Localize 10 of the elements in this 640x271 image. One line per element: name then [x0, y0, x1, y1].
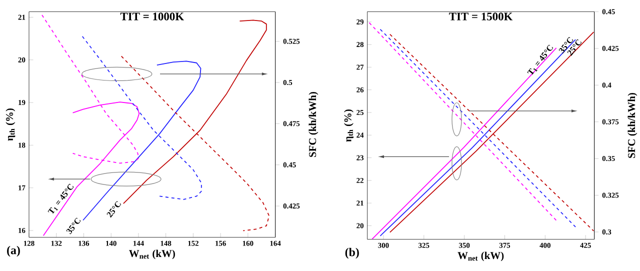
y2-axis-title: SFC (kh/kWh) [628, 92, 638, 158]
text: (b) [345, 248, 359, 259]
y-axis-title: η$_{th}$ (%) [344, 109, 354, 142]
x-axis-title: W$_{net}$ (kW) [458, 252, 504, 262]
text: (a) [7, 246, 20, 257]
y-axis-title: η$_{th}$ (%) [6, 108, 16, 141]
chart-title: TIT = 1500K [449, 12, 513, 20]
x-axis-title: W$_{net}$ (kW) [129, 250, 175, 260]
chart-title: TIT = 1000K [120, 12, 184, 20]
y2-axis-title: SFC (kh/kWh) [308, 92, 318, 157]
